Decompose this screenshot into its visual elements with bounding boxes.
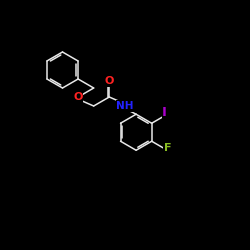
Text: F: F [164,143,172,153]
Text: O: O [74,92,83,102]
Text: O: O [104,76,114,86]
Text: I: I [162,106,167,119]
Text: NH: NH [116,101,134,111]
